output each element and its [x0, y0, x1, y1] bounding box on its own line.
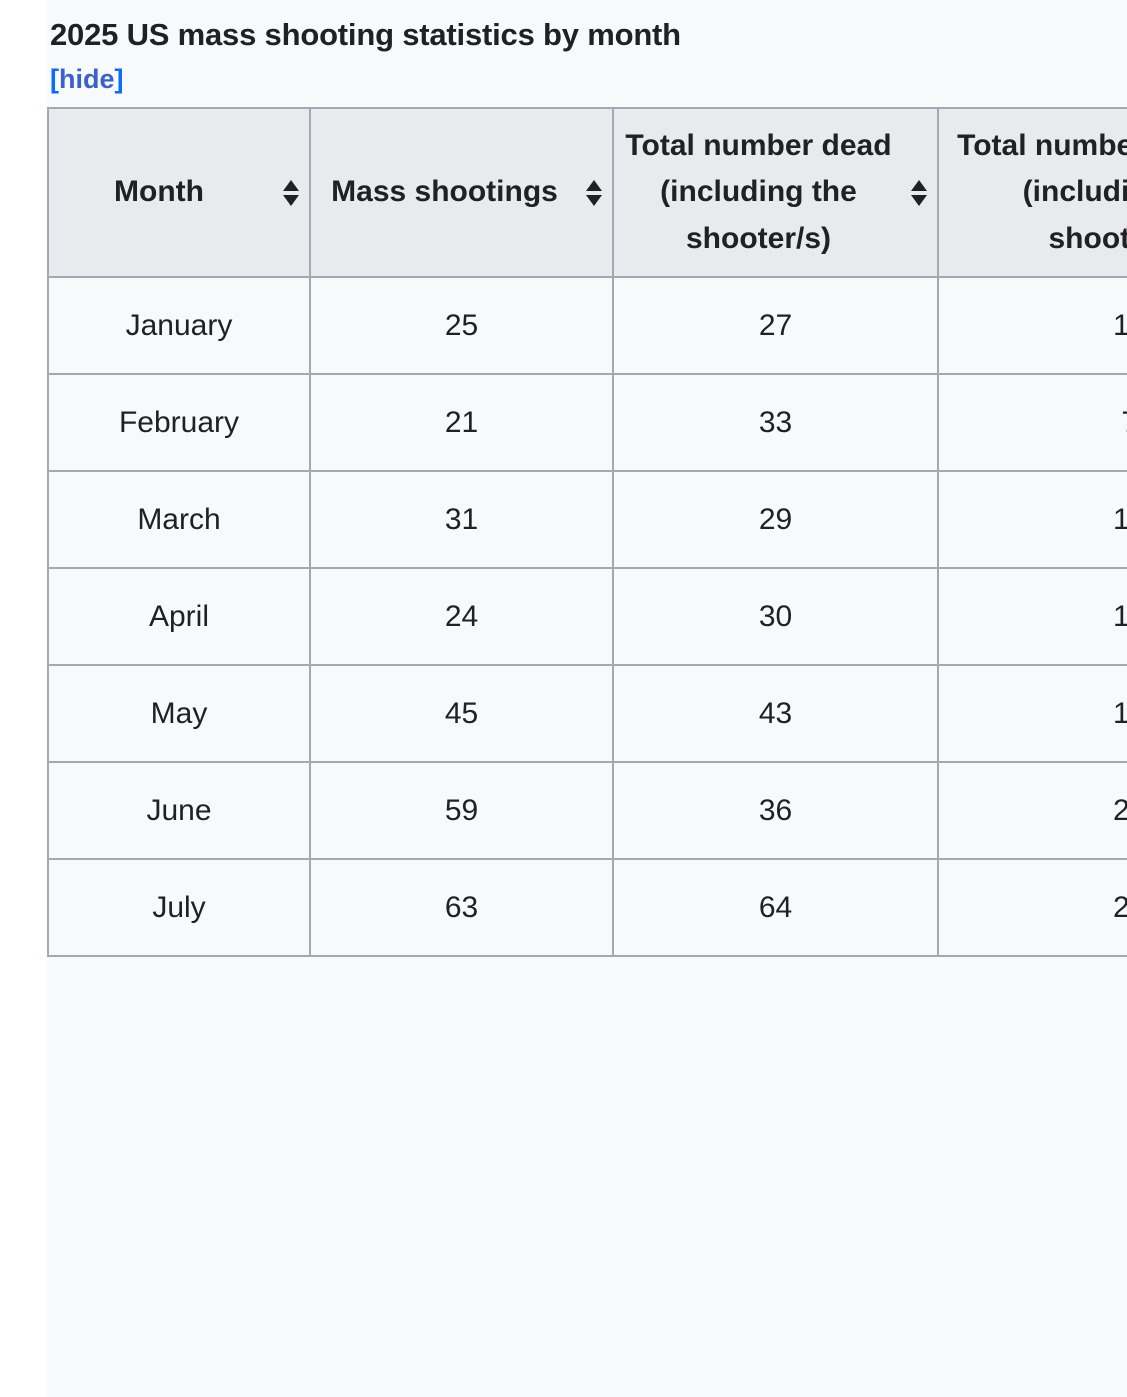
sort-both-icon[interactable]	[586, 179, 602, 206]
cell-wounded: 199	[937, 664, 1127, 764]
sort-descending-arrow	[283, 194, 299, 206]
column-header-mass-shootings[interactable]: Mass shootings	[309, 106, 614, 279]
collapsible-toggle: [hide]	[47, 55, 1127, 95]
bracket-open: [	[50, 63, 59, 94]
cell-wounded: 71	[937, 373, 1127, 473]
cell-month: June	[47, 761, 311, 861]
column-header-month-label: Month	[114, 175, 204, 209]
cell-dead: 29	[612, 470, 939, 570]
column-header-mass-shootings-label: Mass shootings	[331, 175, 558, 209]
article-body: 2025 US mass shooting statistics by mont…	[47, 0, 1127, 1397]
cell-month: March	[47, 470, 311, 570]
cell-shootings: 31	[309, 470, 614, 570]
table-scroll-container[interactable]: Month Mass shootings	[47, 106, 1127, 958]
mass-shooting-statistics-table: Month Mass shootings	[47, 106, 1127, 958]
cell-dead: 64	[612, 858, 939, 958]
hide-link[interactable]: hide	[59, 63, 115, 94]
column-header-total-dead-label: Total number dead (including the shooter…	[625, 128, 892, 255]
cell-month: February	[47, 373, 311, 473]
cell-wounded: 104	[937, 567, 1127, 667]
cell-shootings: 21	[309, 373, 614, 473]
column-header-total-wounded[interactable]: Total number wounded (including the shoo…	[937, 106, 1127, 279]
sort-both-icon[interactable]	[911, 179, 927, 206]
column-header-month[interactable]: Month	[47, 106, 311, 279]
cell-dead: 36	[612, 761, 939, 861]
table-row: July6364280	[47, 858, 1127, 958]
sort-ascending-arrow	[911, 179, 927, 191]
cell-dead: 30	[612, 567, 939, 667]
cell-month: May	[47, 664, 311, 764]
sort-ascending-arrow	[283, 179, 299, 191]
page-title: 2025 US mass shooting statistics by mont…	[50, 17, 681, 52]
sort-descending-arrow	[911, 194, 927, 206]
sort-ascending-arrow	[586, 179, 602, 191]
cell-wounded: 280	[937, 858, 1127, 958]
cell-shootings: 45	[309, 664, 614, 764]
cell-wounded: 262	[937, 761, 1127, 861]
cell-shootings: 59	[309, 761, 614, 861]
sort-both-icon[interactable]	[283, 179, 299, 206]
table-row: April2430104	[47, 567, 1127, 667]
column-header-total-wounded-label: Total number wounded (including the shoo…	[957, 128, 1127, 255]
cell-shootings: 25	[309, 276, 614, 376]
bracket-close: ]	[114, 63, 124, 94]
table-row: March3129144	[47, 470, 1127, 570]
table-row: May4543199	[47, 664, 1127, 764]
cell-month: January	[47, 276, 311, 376]
column-header-total-dead[interactable]: Total number dead (including the shooter…	[612, 106, 939, 279]
cell-month: April	[47, 567, 311, 667]
table-header-row: Month Mass shootings	[47, 106, 1127, 279]
cell-wounded: 144	[937, 470, 1127, 570]
table-row: June5936262	[47, 761, 1127, 861]
table-body: January2527102February213371March3129144…	[47, 276, 1127, 958]
cell-dead: 33	[612, 373, 939, 473]
table-head: Month Mass shootings	[47, 106, 1127, 279]
table-row: February213371	[47, 373, 1127, 473]
cell-month: July	[47, 858, 311, 958]
cell-dead: 27	[612, 276, 939, 376]
cell-shootings: 63	[309, 858, 614, 958]
sort-descending-arrow	[586, 194, 602, 206]
cell-dead: 43	[612, 664, 939, 764]
cell-shootings: 24	[309, 567, 614, 667]
table-row: January2527102	[47, 276, 1127, 376]
cell-wounded: 102	[937, 276, 1127, 376]
